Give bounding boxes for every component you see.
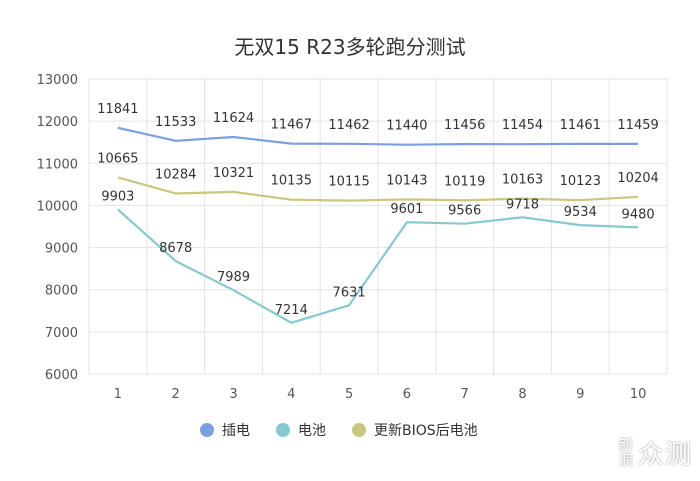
data-label: 11462	[328, 118, 369, 133]
legend-label: 更新BIOS后电池	[374, 423, 478, 439]
data-label: 11467	[271, 118, 312, 133]
x-tick-label: 7	[461, 387, 469, 402]
data-label: 9480	[622, 207, 655, 222]
series-lines	[117, 126, 639, 324]
data-label: 11454	[502, 118, 543, 133]
legend-marker	[276, 423, 290, 437]
watermark-line1: 新	[618, 435, 634, 454]
data-labels: 11841 11533 11624 11467 11462 11440 11456 11454…	[97, 102, 659, 318]
x-tick-label: 5	[345, 387, 353, 402]
data-label: 9566	[448, 204, 481, 219]
chart-title: 无双15 R23多轮跑分测试	[234, 35, 465, 59]
data-label: 10143	[386, 173, 427, 188]
x-tick-label: 4	[287, 387, 295, 402]
x-tick-label: 8	[518, 387, 526, 402]
x-tick-label: 10	[630, 387, 647, 402]
x-tick-label: 9	[576, 387, 584, 402]
y-tick-label: 7000	[45, 326, 78, 341]
data-label: 11461	[560, 118, 601, 133]
data-label: 10284	[155, 167, 196, 182]
y-tick-label: 8000	[45, 284, 78, 299]
data-label: 8678	[159, 241, 192, 256]
data-label: 7631	[333, 285, 366, 300]
watermark-logo: 新 浪	[618, 435, 634, 469]
data-label: 10135	[271, 174, 312, 189]
data-label: 11841	[97, 102, 138, 117]
data-label: 7214	[275, 303, 308, 318]
x-tick-label: 3	[229, 387, 237, 402]
data-label: 11456	[444, 118, 485, 133]
legend-label: 插电	[222, 423, 250, 439]
data-label: 11533	[155, 115, 196, 130]
data-label: 10163	[502, 173, 543, 188]
y-tick-label: 9000	[45, 242, 78, 257]
y-tick-label: 11000	[37, 157, 78, 172]
data-label: 11624	[213, 111, 254, 126]
data-label: 9903	[101, 190, 134, 205]
watermark-line2: 浪	[618, 450, 634, 469]
data-label: 9534	[564, 205, 597, 220]
x-tick-label: 2	[172, 387, 180, 402]
data-label: 9718	[506, 197, 539, 212]
y-axis: 6000 7000 8000 9000 10000 11000 12000 13000	[37, 73, 78, 383]
legend-marker	[200, 423, 214, 437]
x-axis: 1 2 3 4 5 6 7 8 9 10	[114, 387, 647, 402]
y-tick-label: 12000	[37, 115, 78, 130]
legend-label: 电池	[298, 423, 326, 439]
data-label: 10204	[617, 171, 658, 186]
x-tick-label: 1	[114, 387, 122, 402]
data-label: 11459	[617, 118, 658, 133]
watermark-brand: 众测	[637, 440, 692, 470]
series-line	[117, 126, 639, 146]
y-tick-label: 13000	[37, 73, 78, 88]
data-label: 10321	[213, 166, 254, 181]
legend: 插电 电池 更新BIOS后电池	[200, 423, 478, 439]
data-label: 10119	[444, 174, 485, 189]
data-label: 9601	[390, 202, 423, 217]
data-label: 10665	[97, 151, 138, 166]
series-line	[117, 176, 639, 202]
data-label: 7989	[217, 270, 250, 285]
data-label: 11440	[386, 119, 427, 134]
legend-marker	[352, 423, 366, 437]
data-label: 10123	[560, 174, 601, 189]
data-label: 10115	[328, 175, 369, 190]
y-tick-label: 10000	[37, 199, 78, 214]
watermark: 新 浪 众测	[618, 434, 692, 471]
x-tick-label: 6	[403, 387, 411, 402]
series-line	[117, 208, 639, 324]
y-tick-label: 6000	[45, 368, 78, 383]
